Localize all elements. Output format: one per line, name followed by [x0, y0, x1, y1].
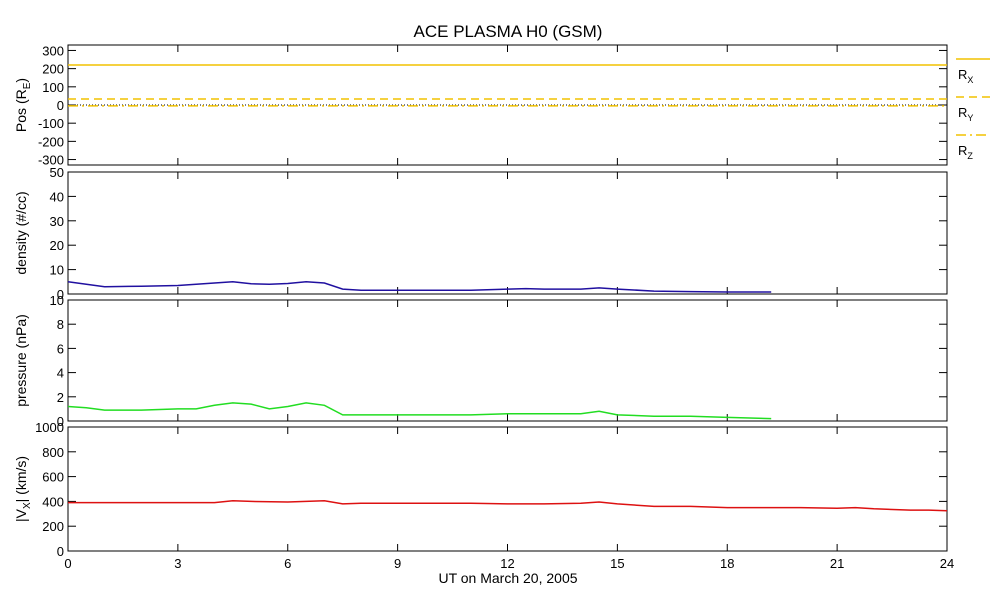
- chart-title: ACE PLASMA H0 (GSM): [414, 22, 603, 41]
- y-tick-label: -300: [38, 153, 64, 168]
- x-tick-label: 9: [394, 556, 401, 571]
- panel-frame: [67, 171, 948, 295]
- y-tick-label: 8: [57, 317, 64, 332]
- x-axis-label: UT on March 20, 2005: [438, 570, 577, 586]
- y-tick-label: 1000: [35, 420, 64, 435]
- y-tick-label: 6: [57, 341, 64, 356]
- legend-label: RX: [958, 67, 973, 85]
- panel-pressure: 0 2 4 6 8 10 pressure (nPa): [13, 293, 948, 429]
- y-axis-label: density (#/cc): [13, 191, 29, 274]
- x-tick-label: 0: [64, 556, 71, 571]
- x-tick-label: 3: [174, 556, 181, 571]
- x-tick-label: 12: [500, 556, 514, 571]
- legend-label: RZ: [958, 143, 973, 161]
- y-tick-label: 40: [50, 189, 64, 204]
- y-tick-label: 0: [57, 98, 64, 113]
- y-tick-label: 10: [50, 263, 64, 278]
- y-tick-label: 50: [50, 165, 64, 180]
- y-tick-label: 10: [50, 293, 64, 308]
- series-line-vx-0: [68, 500, 948, 512]
- x-tick-label: 21: [830, 556, 844, 571]
- x-tick-label: 6: [284, 556, 291, 571]
- panel-frame: [67, 426, 948, 552]
- y-axis-label: |VX| (km/s): [13, 456, 33, 522]
- y-axis-label: pressure (nPa): [13, 314, 29, 407]
- y-tick-label: 2: [57, 390, 64, 405]
- x-tick-label: 18: [720, 556, 734, 571]
- y-tick-label: 20: [50, 238, 64, 253]
- y-tick-label: 300: [42, 43, 64, 58]
- y-tick-label: 30: [50, 214, 64, 229]
- panel-density: 0 10 20 30 40 50 density (#/cc): [13, 165, 948, 302]
- y-tick-label: 0: [57, 287, 64, 302]
- series-line-pressure-0: [67, 402, 772, 420]
- y-tick-label: 400: [42, 494, 64, 509]
- panel-frame: [67, 299, 948, 422]
- y-tick-label: 200: [42, 519, 64, 534]
- y-tick-label: 4: [57, 366, 64, 381]
- y-tick-label: 0: [57, 544, 64, 559]
- panel-pos: -300 -200 -100 0 100 200 300 Pos (RE) RX RY RZ: [13, 43, 990, 168]
- y-tick-label: 600: [42, 470, 64, 485]
- x-tick-label: 15: [610, 556, 624, 571]
- panel-vx: 0 200 400 600 800 1000 0 3 6 9 12 15 18 21 24 |VX| (km/…: [13, 420, 954, 571]
- y-tick-label: -200: [38, 134, 64, 149]
- y-tick-label: -100: [38, 116, 64, 131]
- y-tick-label: 100: [42, 80, 64, 95]
- x-tick-label: 24: [940, 556, 954, 571]
- legend-label: RY: [958, 105, 973, 123]
- y-tick-label: 800: [42, 445, 64, 460]
- y-tick-label: 0: [57, 414, 64, 429]
- y-axis-label: Pos (RE): [13, 78, 33, 132]
- series-line-density-0: [67, 281, 772, 293]
- y-tick-label: 200: [42, 62, 64, 77]
